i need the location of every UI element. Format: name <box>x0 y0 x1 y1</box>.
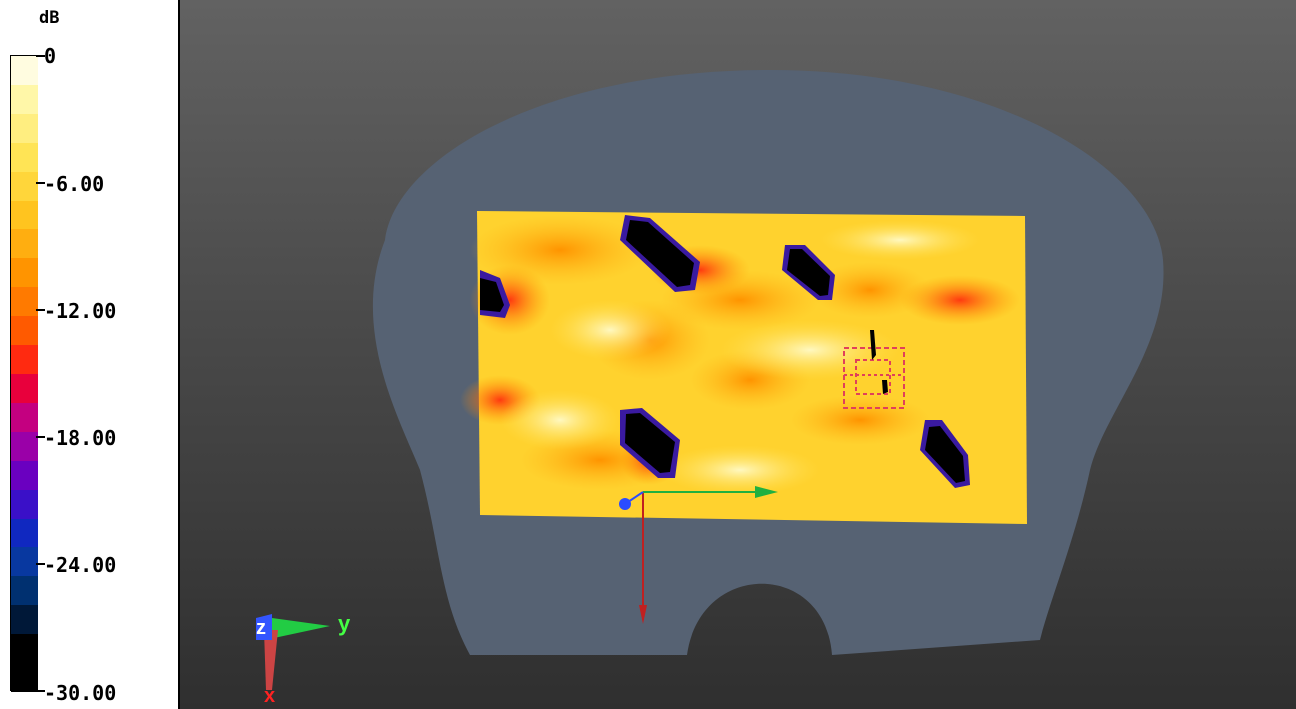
colorbar-band <box>11 258 38 288</box>
3d-viewport[interactable]: z y x <box>178 0 1296 709</box>
legend-tick <box>36 55 45 57</box>
colorbar-band <box>11 316 38 346</box>
colorbar-band <box>11 171 38 201</box>
colorbar-band <box>11 402 38 432</box>
legend-tick-label: -18.00 <box>44 426 117 450</box>
colorbar-band <box>11 489 38 519</box>
orientation-triad: z y x <box>256 611 351 707</box>
antenna-outline <box>843 347 905 409</box>
field-map <box>460 211 1027 524</box>
colorbar-band <box>11 345 38 374</box>
colorbar-band <box>11 200 38 230</box>
colorbar <box>10 55 38 692</box>
colorbar-band <box>11 460 38 490</box>
scene-svg[interactable]: z y x <box>180 0 1296 709</box>
legend-tick <box>36 690 45 692</box>
legend-unit: dB <box>39 8 60 28</box>
legend-tick-label: -12.00 <box>44 299 117 323</box>
colorbar-band <box>11 142 38 172</box>
colorbar-band <box>11 634 38 664</box>
legend-tick <box>36 563 45 565</box>
colorbar-band <box>11 287 38 317</box>
colorbar-band <box>11 663 38 692</box>
colorbar-band <box>11 56 38 85</box>
colorbar-band <box>11 229 38 259</box>
colorbar-band <box>11 605 38 635</box>
colorbar-band <box>11 547 38 577</box>
legend-tick-label: 0 <box>44 44 57 68</box>
colorbar-legend: dB 0 -6.00 -12.00 -18.00 -24.00 -30.00 <box>0 0 178 709</box>
legend-tick-label: -6.00 <box>44 172 105 196</box>
model-axes <box>619 486 778 624</box>
legend-tick <box>36 436 45 438</box>
legend-tick <box>36 182 45 184</box>
legend-tick <box>36 309 45 311</box>
legend-tick-label: -24.00 <box>44 553 117 577</box>
axis-label-y: y <box>338 611 351 636</box>
legend-tick-label: -30.00 <box>44 681 117 705</box>
colorbar-band <box>11 431 38 461</box>
colorbar-band <box>11 518 38 548</box>
axis-label-x: x <box>264 685 275 707</box>
colorbar-band <box>11 113 38 143</box>
colorbar-band <box>11 576 38 606</box>
colorbar-band <box>11 373 38 403</box>
axis-label-z: z <box>256 617 266 639</box>
colorbar-band <box>11 84 38 114</box>
